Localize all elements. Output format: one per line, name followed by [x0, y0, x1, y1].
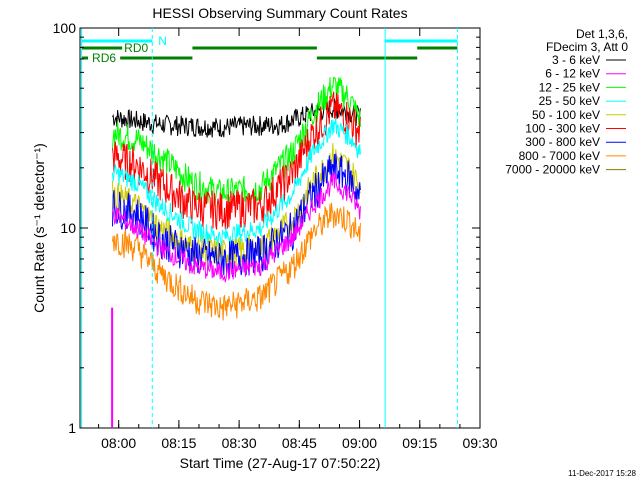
x-axis-label: Start Time (27-Aug-17 07:50:22)	[180, 455, 381, 471]
legend-label-0: 3 - 6 keV	[552, 53, 600, 67]
flag-bars: N RD0 RD6	[81, 34, 458, 65]
x-tick-label: 08:00	[101, 435, 136, 451]
legend-label-1: 6 - 12 keV	[545, 67, 600, 81]
x-axis-ticks: 08:00 08:15 08:30 08:45 09:00 09:15 09:30	[98, 28, 498, 451]
legend-header-0: Det 1,3,6,	[576, 27, 628, 41]
x-tick-label: 08:30	[222, 435, 257, 451]
x-tick-label: 08:15	[161, 435, 196, 451]
series-line-1	[112, 76, 361, 208]
legend-label-4: 50 - 100 keV	[532, 108, 600, 122]
legend-label-2: 12 - 25 keV	[539, 80, 600, 94]
flag-label-rd0: RD0	[124, 41, 148, 55]
y-axis-label: Count Rate (s⁻¹ detector⁻¹)	[31, 143, 47, 313]
y-tick-label: 100	[53, 20, 77, 36]
legend-label-5: 100 - 300 keV	[525, 122, 600, 136]
x-tick-label: 08:45	[282, 435, 317, 451]
y-tick-label: 1	[68, 420, 76, 436]
legend-label-6: 300 - 800 keV	[525, 135, 600, 149]
series-line-7	[112, 202, 361, 321]
series-line-2	[112, 91, 361, 230]
series-line-0	[112, 98, 361, 138]
series-layer	[111, 76, 361, 428]
y-axis-ticks: 1 10 100	[53, 20, 480, 436]
legend-label-3: 25 - 50 keV	[539, 94, 600, 108]
chart-title: HESSI Observing Summary Count Rates	[152, 5, 407, 21]
x-tick-label: 09:15	[402, 435, 437, 451]
series-line-3	[112, 117, 361, 248]
x-tick-label: 09:30	[462, 435, 497, 451]
y-tick-label: 10	[60, 220, 76, 236]
flag-label-n: N	[158, 34, 167, 48]
flag-label-rd6: RD6	[92, 51, 116, 65]
x-tick-label: 09:00	[342, 435, 377, 451]
footer-date: 11-Dec-2017 15:28	[568, 469, 636, 478]
legend-label-8: 7000 - 20000 keV	[505, 163, 600, 177]
legend-header-1: FDecim 3, Att 0	[546, 40, 628, 54]
series-line-5	[112, 153, 361, 279]
series-line-6	[112, 172, 361, 283]
legend-label-7: 800 - 7000 keV	[519, 149, 600, 163]
